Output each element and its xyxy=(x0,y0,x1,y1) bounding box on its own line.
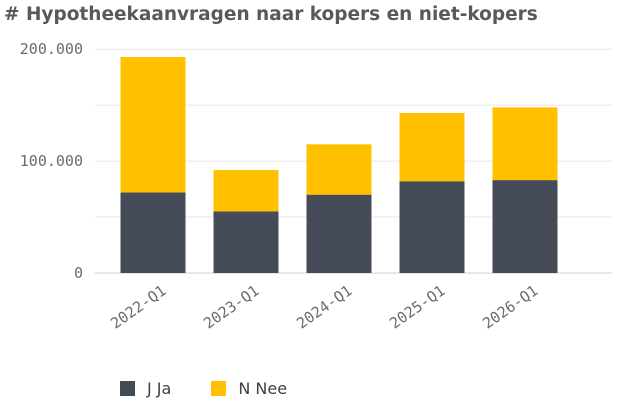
bar-ja-2025-Q1[interactable] xyxy=(399,181,465,273)
legend-item-ja[interactable]: J Ja xyxy=(120,379,171,398)
bar-nee-2025-Q1[interactable] xyxy=(399,112,465,182)
y-tick-label: 100.000 xyxy=(20,152,83,170)
x-tick-label: 2023-Q1 xyxy=(200,282,262,333)
legend-swatch-nee xyxy=(211,381,227,396)
bar-nee-2024-Q1[interactable] xyxy=(306,144,372,195)
legend: J Ja N Nee xyxy=(120,379,287,398)
bar-ja-2026-Q1[interactable] xyxy=(492,180,558,273)
bar-ja-2022-Q1[interactable] xyxy=(120,192,186,273)
y-axis-ticks: 0 100.000 200.000 xyxy=(20,40,83,282)
legend-swatch-ja xyxy=(120,381,135,396)
y-tick-label: 0 xyxy=(74,264,83,282)
bars xyxy=(120,57,558,273)
bar-ja-2024-Q1[interactable] xyxy=(306,194,372,273)
x-axis-ticks: 2022-Q1 2023-Q1 2024-Q1 2025-Q1 2026-Q1 xyxy=(107,282,541,333)
bar-nee-2023-Q1[interactable] xyxy=(213,170,279,212)
bar-nee-2026-Q1[interactable] xyxy=(492,107,558,181)
x-tick-label: 2024-Q1 xyxy=(293,282,355,333)
x-tick-label: 2025-Q1 xyxy=(386,282,448,333)
bar-nee-2022-Q1[interactable] xyxy=(120,57,186,193)
legend-label-ja: J Ja xyxy=(147,379,172,398)
x-tick-label: 2022-Q1 xyxy=(107,282,169,333)
y-tick-label: 200.000 xyxy=(20,40,83,58)
legend-item-nee[interactable]: N Nee xyxy=(211,379,287,398)
bar-ja-2023-Q1[interactable] xyxy=(213,211,279,273)
chart-title: # Hypotheekaanvragen naar kopers en niet… xyxy=(4,4,538,25)
legend-label-nee: N Nee xyxy=(238,379,288,398)
x-tick-label: 2026-Q1 xyxy=(479,282,541,333)
